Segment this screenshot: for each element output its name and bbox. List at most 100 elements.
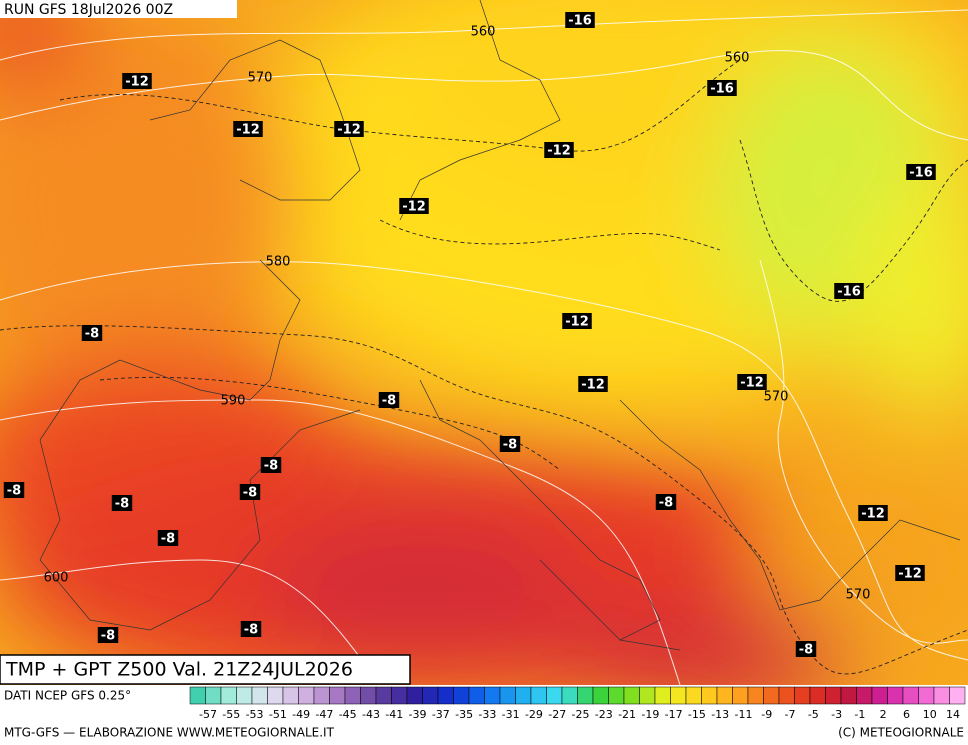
scale-label: -49 bbox=[292, 708, 310, 721]
temperature-label: -12 bbox=[581, 378, 605, 393]
map-label: -16 bbox=[707, 80, 737, 97]
label-box bbox=[239, 484, 261, 500]
label-box bbox=[3, 482, 25, 498]
scale-cell bbox=[654, 686, 671, 705]
scale-cell bbox=[298, 686, 315, 705]
temperature-label: -8 bbox=[799, 643, 813, 658]
scale-label: -53 bbox=[246, 708, 264, 721]
label-box bbox=[97, 627, 119, 643]
map-label: -12 bbox=[737, 374, 767, 391]
scale-cell bbox=[344, 686, 361, 705]
map-label: -12 bbox=[858, 505, 888, 522]
temperature-label: -8 bbox=[115, 497, 129, 512]
scale-cell bbox=[871, 686, 888, 705]
scale-label: -27 bbox=[548, 708, 566, 721]
label-box bbox=[906, 164, 936, 180]
temperature-label: -12 bbox=[898, 567, 922, 582]
scale-cell bbox=[360, 686, 377, 705]
scale-label: -1 bbox=[854, 708, 865, 721]
label-box bbox=[233, 121, 263, 137]
map-label: 560 bbox=[725, 51, 750, 66]
scale-cell bbox=[918, 686, 935, 705]
scale-label: -11 bbox=[734, 708, 752, 721]
temperature-label: -8 bbox=[264, 459, 278, 474]
scale-cell bbox=[856, 686, 873, 705]
map-label: -16 bbox=[565, 12, 595, 29]
temperature-label: -12 bbox=[740, 376, 764, 391]
scale-cell bbox=[530, 686, 547, 705]
label-box bbox=[260, 457, 282, 473]
temperature-label: -16 bbox=[568, 14, 592, 29]
scale-cell bbox=[778, 686, 795, 705]
scale-label: -23 bbox=[595, 708, 613, 721]
source: DATI NCEP GFS 0.25° bbox=[4, 689, 131, 703]
geopotential-label: 570 bbox=[846, 588, 871, 603]
map-label: -12 bbox=[895, 565, 925, 582]
map-label: -8 bbox=[81, 325, 103, 342]
scale-cell bbox=[747, 686, 764, 705]
map-label: -8 bbox=[97, 627, 119, 644]
label-box bbox=[895, 565, 925, 581]
scale-label: 10 bbox=[923, 708, 937, 721]
temperature-label: -8 bbox=[7, 484, 21, 499]
map-label: -8 bbox=[111, 495, 133, 512]
scale-cell bbox=[236, 686, 253, 705]
label-box bbox=[562, 313, 592, 329]
scale-label: -5 bbox=[808, 708, 819, 721]
scale-cell bbox=[189, 686, 206, 705]
label-box bbox=[111, 495, 133, 511]
scale-cell bbox=[437, 686, 454, 705]
map-label: -12 bbox=[544, 142, 574, 159]
scale-cell bbox=[902, 686, 919, 705]
scale-cell bbox=[825, 686, 842, 705]
scale-label: -41 bbox=[385, 708, 403, 721]
map-label: -8 bbox=[655, 494, 677, 511]
temperature-label: -12 bbox=[402, 200, 426, 215]
scale-cell bbox=[608, 686, 625, 705]
scale-label: -9 bbox=[761, 708, 772, 721]
scale-cell bbox=[577, 686, 594, 705]
geopotential-label: 580 bbox=[266, 255, 291, 270]
scale-label: -19 bbox=[641, 708, 659, 721]
map-label: -12 bbox=[578, 376, 608, 393]
map-label: -8 bbox=[795, 641, 817, 658]
scale-label: -55 bbox=[222, 708, 240, 721]
map-title: TMP + GPT Z500 Val. 21Z24JUL2026 bbox=[5, 659, 353, 681]
map-label: -8 bbox=[157, 530, 179, 547]
credit: MTG-GFS — ELABORAZIONE WWW.METEOGIORNALE… bbox=[4, 726, 335, 740]
label-box bbox=[81, 325, 103, 341]
scale-label: -43 bbox=[362, 708, 380, 721]
scale-label: -33 bbox=[478, 708, 496, 721]
label-box bbox=[544, 142, 574, 158]
scale-cell bbox=[205, 686, 222, 705]
scale-label: 2 bbox=[880, 708, 887, 721]
map-label: -8 bbox=[3, 482, 25, 499]
map-label: -16 bbox=[906, 164, 936, 181]
scale-cell bbox=[251, 686, 268, 705]
scale-cell bbox=[267, 686, 284, 705]
temperature-label: -8 bbox=[244, 623, 258, 638]
header-box bbox=[0, 0, 237, 18]
scale-cell bbox=[499, 686, 516, 705]
temperature-label: -16 bbox=[837, 285, 861, 300]
scale-cell bbox=[685, 686, 702, 705]
map-label: -16 bbox=[834, 283, 864, 300]
scale-label: -17 bbox=[665, 708, 683, 721]
label-box bbox=[737, 374, 767, 390]
scale-cell bbox=[949, 686, 966, 705]
scale-label: -35 bbox=[455, 708, 473, 721]
scale-cell bbox=[933, 686, 950, 705]
temperature-label: -8 bbox=[243, 486, 257, 501]
geopotential-label: 570 bbox=[248, 71, 273, 86]
geopotential-label: 600 bbox=[44, 571, 69, 586]
geopotential-label: 590 bbox=[221, 394, 246, 409]
label-box bbox=[240, 621, 262, 637]
geopotential-label: 570 bbox=[764, 390, 789, 405]
map-label: -8 bbox=[260, 457, 282, 474]
scale-cell bbox=[732, 686, 749, 705]
scale-label: -37 bbox=[432, 708, 450, 721]
scale-cell bbox=[716, 686, 733, 705]
map-label: 590 bbox=[221, 394, 246, 409]
label-box bbox=[578, 376, 608, 392]
